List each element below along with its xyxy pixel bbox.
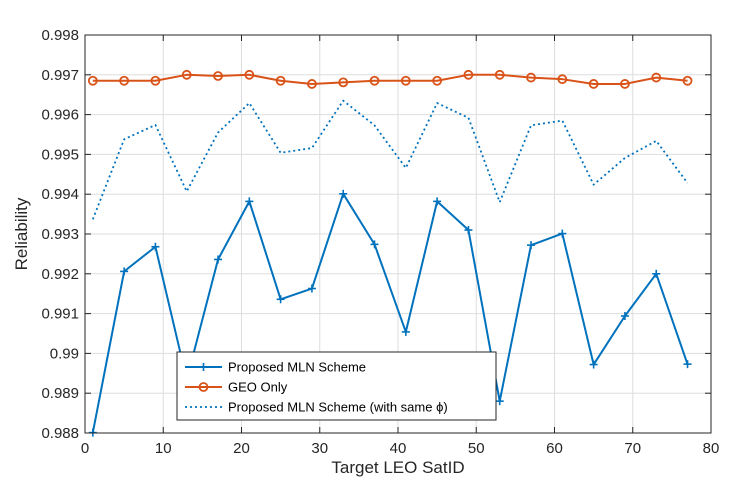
x-tick-label: 50	[468, 440, 485, 457]
circle-marker	[244, 69, 255, 80]
plus-marker	[495, 397, 504, 406]
y-tick-label: 0.991	[41, 306, 79, 323]
x-tick-label: 20	[233, 440, 250, 457]
x-tick-label: 0	[81, 440, 89, 457]
legend-label: Proposed MLN Scheme	[228, 360, 366, 375]
series-line	[91, 99, 689, 220]
legend-item: Proposed MLN Scheme (with same ϕ)	[185, 400, 448, 415]
plus-marker	[652, 269, 661, 278]
y-tick-label: 0.993	[41, 226, 79, 243]
legend-item: Proposed MLN Scheme	[185, 360, 366, 375]
x-tick-label: 70	[624, 440, 641, 457]
y-tick-label: 0.989	[41, 385, 79, 402]
legend-label: Proposed MLN Scheme (with same ϕ)	[228, 400, 448, 415]
plus-marker	[307, 284, 316, 293]
series-3	[91, 99, 689, 220]
plus-marker	[339, 189, 348, 198]
legend-label: GEO Only	[228, 380, 288, 395]
plus-marker	[589, 360, 598, 369]
plus-marker	[464, 226, 473, 235]
x-tick-label: 10	[155, 440, 172, 457]
y-axis-label: Reliability	[12, 197, 31, 270]
plus-marker	[558, 229, 567, 238]
y-tick-label: 0.99	[50, 345, 79, 362]
circle-marker	[307, 79, 317, 89]
y-tick-label: 0.994	[41, 186, 79, 203]
plus-marker	[683, 360, 692, 369]
circle-marker	[463, 69, 474, 80]
circle-marker	[338, 77, 349, 88]
plus-marker	[620, 311, 629, 320]
series-line	[92, 73, 688, 85]
circle-marker	[432, 75, 443, 86]
plus-marker	[151, 242, 160, 251]
x-tick-label: 80	[703, 440, 720, 457]
circle-marker	[119, 75, 130, 86]
circle-marker	[588, 79, 599, 89]
circle-marker	[400, 75, 411, 86]
y-tick-label: 0.995	[41, 146, 79, 163]
plus-marker	[245, 197, 254, 206]
series-2	[87, 69, 693, 89]
circle-marker	[275, 75, 286, 86]
plus-marker	[433, 197, 442, 206]
x-tick-label: 40	[390, 440, 407, 457]
y-tick-label: 0.992	[41, 266, 79, 283]
x-axis-label: Target LEO SatID	[331, 458, 464, 477]
axis-ticks: 0 10 20 30 40 50 60 70 80 0.988 0.989 0.99 0.991 0.99…	[41, 27, 719, 457]
legend-box	[176, 351, 497, 421]
x-tick-label: 60	[546, 440, 563, 457]
plus-marker	[401, 327, 410, 336]
circle-marker	[651, 72, 662, 83]
legend: Proposed MLN Scheme GEO Only Proposed MLN …	[176, 351, 497, 421]
y-tick-label: 0.997	[41, 67, 79, 84]
plus-marker	[120, 267, 129, 276]
circle-marker	[87, 75, 98, 86]
plus-marker	[199, 363, 208, 371]
circle-marker	[682, 75, 693, 86]
circle-marker	[557, 74, 568, 85]
circle-marker	[369, 75, 380, 86]
circle-marker	[198, 382, 209, 392]
circle-marker	[181, 69, 192, 80]
circle-marker	[526, 72, 536, 83]
y-tick-label: 0.996	[41, 107, 79, 124]
plus-marker	[527, 241, 536, 250]
x-tick-label: 30	[311, 440, 328, 457]
circle-marker	[150, 75, 161, 86]
y-tick-label: 0.988	[41, 425, 79, 442]
circle-marker	[213, 71, 223, 81]
circle-marker	[494, 69, 505, 80]
circle-marker	[620, 79, 630, 89]
plus-marker	[214, 255, 223, 264]
plus-marker	[370, 240, 379, 249]
y-tick-label: 0.998	[41, 27, 79, 44]
legend-item: GEO Only	[185, 380, 288, 395]
plus-marker	[276, 295, 285, 304]
